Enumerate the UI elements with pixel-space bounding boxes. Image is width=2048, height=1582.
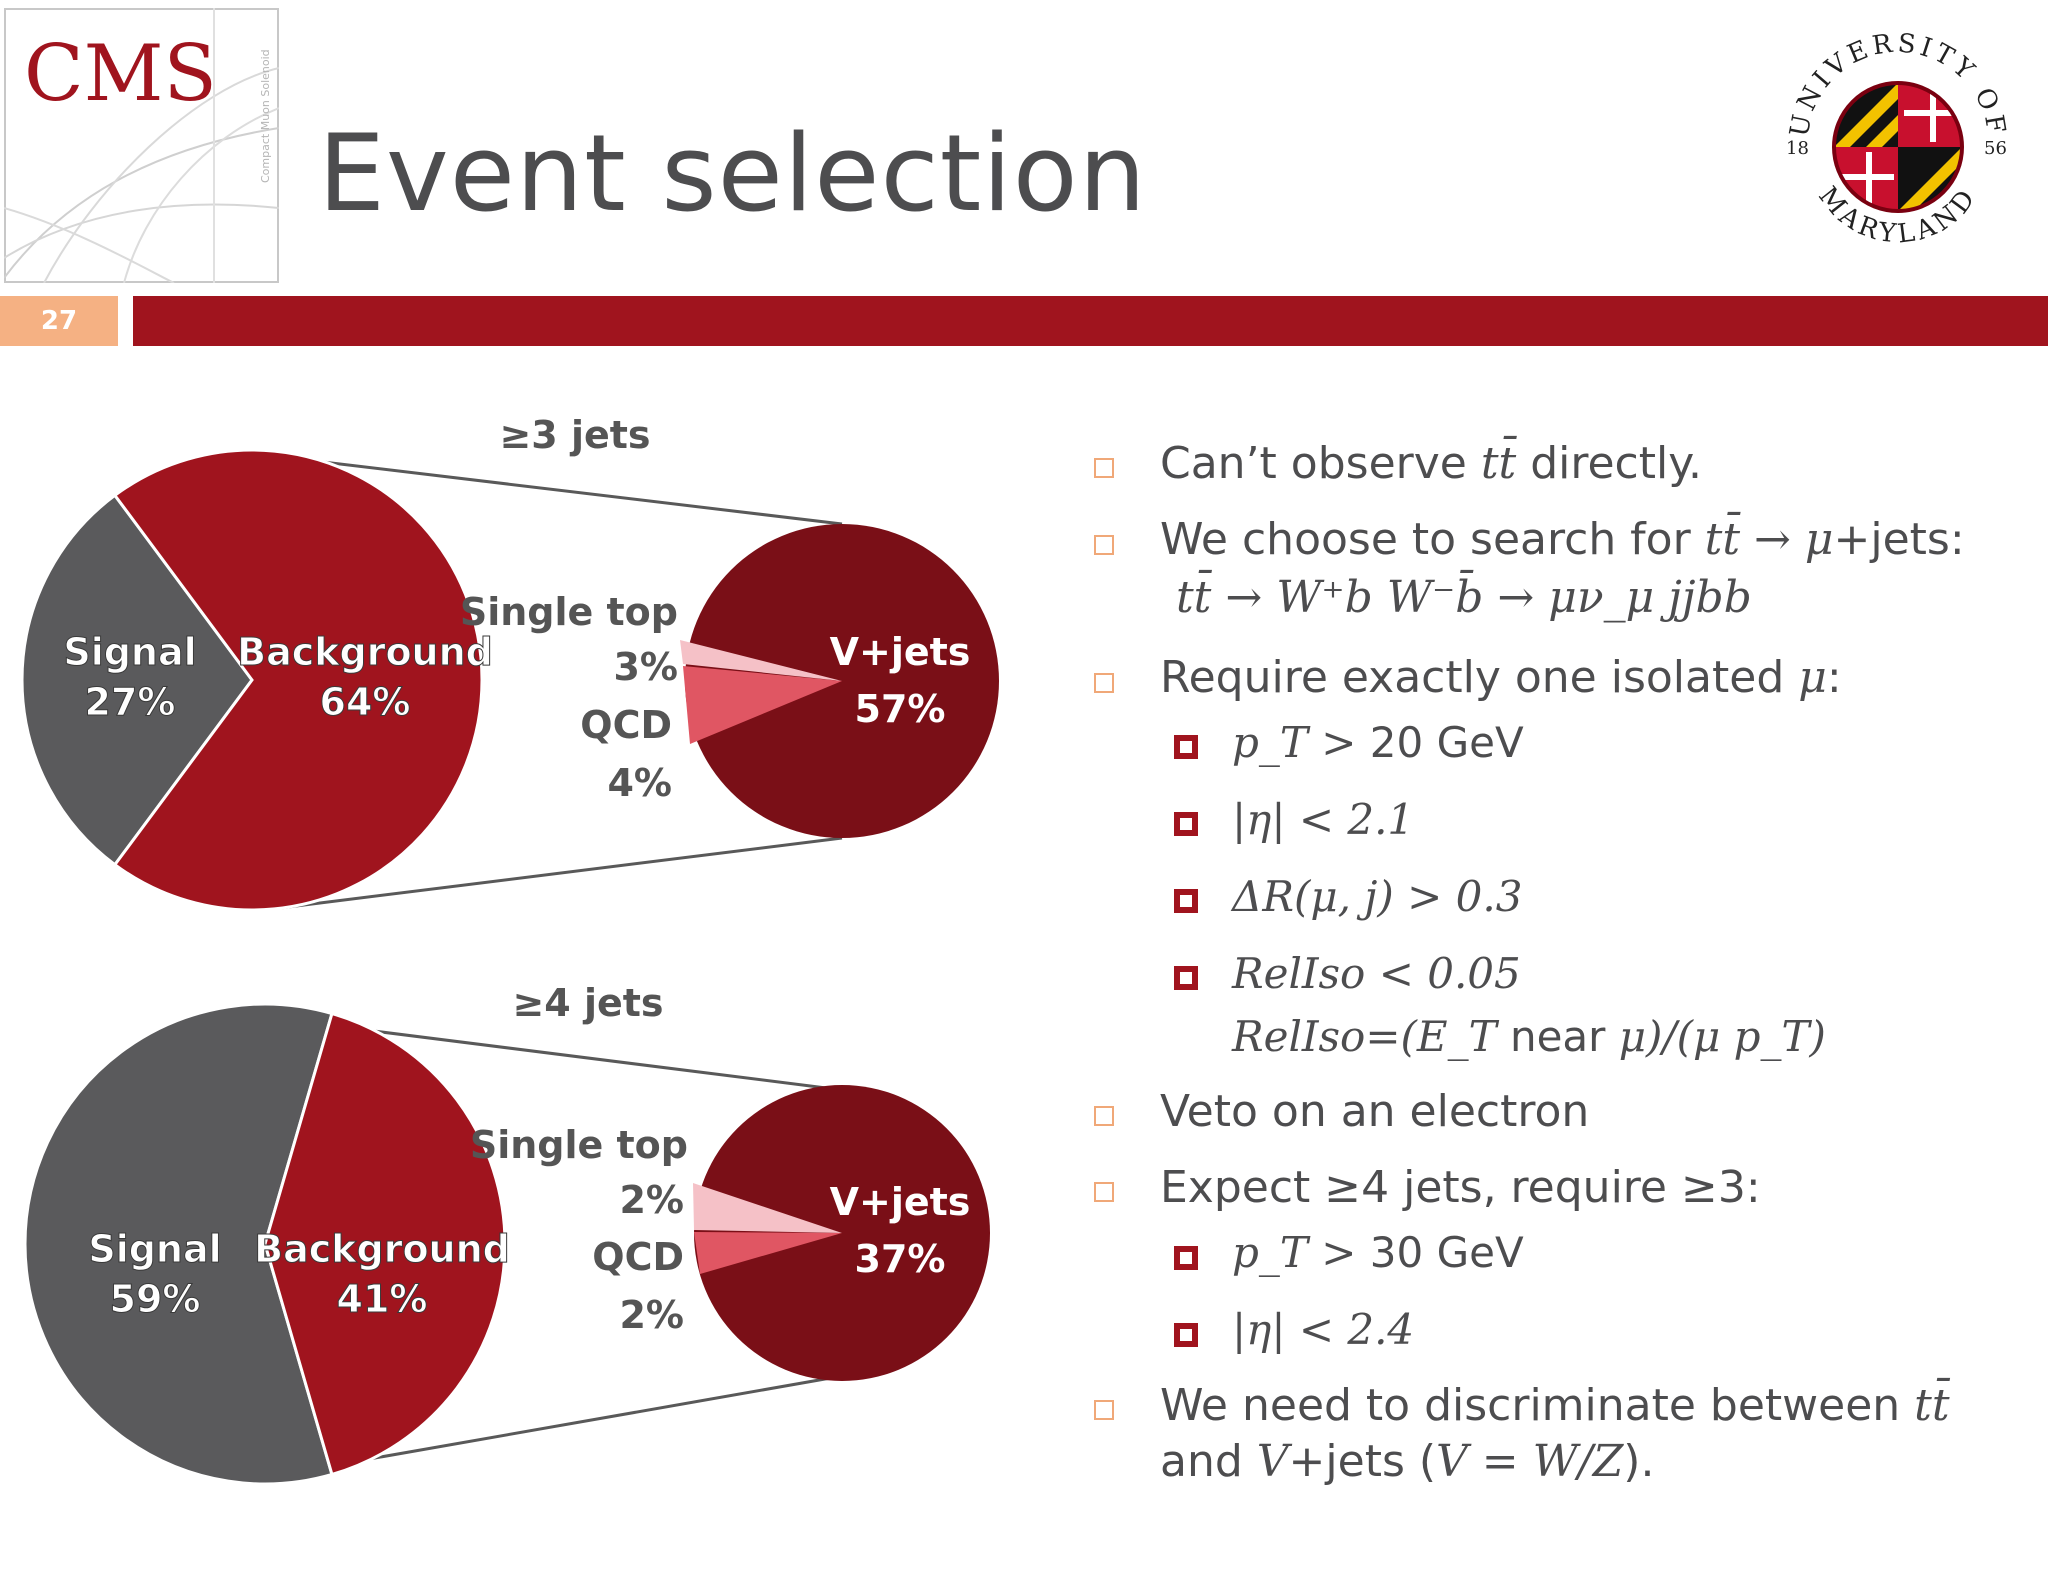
connector-line-top	[247, 451, 843, 526]
breakdown-value-label: 4%	[607, 761, 672, 805]
breakdown-label: QCD	[580, 703, 672, 747]
slice-background	[112, 448, 484, 912]
connector-line-top	[317, 1022, 843, 1092]
bullet-2-line-2: tt̄ → W⁺b W⁻b̄ → μν_μ jjbb	[1176, 572, 1752, 623]
slice-signal	[20, 493, 254, 867]
breakdown-value-label: 2%	[619, 1293, 684, 1337]
reliso-definition: RelIso=(E_T near μ)/(μ p_T)	[1232, 1012, 1826, 1061]
cms-logo: CMS Compact Muon Solenoid	[3, 8, 280, 284]
umd-year-left: 18	[1786, 138, 1809, 159]
umd-logo: UNIVERSITY OF MARYLAND 18 56	[1780, 24, 2010, 264]
page-title: Event selection	[318, 112, 1147, 235]
slice-value-label: 59%	[110, 1277, 201, 1321]
cms-logo-text: CMS	[24, 29, 217, 119]
slice-background	[263, 1011, 507, 1477]
breakdown-slice-single-top	[693, 1183, 842, 1233]
breakdown-value-label: 2%	[619, 1178, 684, 1222]
slice-label: Background	[254, 1227, 510, 1271]
chart-3-jets: ≥3 jets Signal 27% Background 64% Single…	[20, 413, 999, 912]
sub-bullet-marker-icon	[1174, 889, 1198, 913]
sub-bullet-eta: |η| < 2.1	[1232, 795, 1415, 844]
breakdown-slice-single-top	[680, 640, 842, 681]
sub-bullet-pt: p_T > 20 GeV	[1232, 718, 1524, 767]
breakdown-label: QCD	[592, 1235, 684, 1279]
breakdown-label: V+jets	[830, 1180, 971, 1224]
sub-bullet-marker-icon	[1174, 1323, 1198, 1347]
breakdown-value-label: 57%	[855, 687, 946, 731]
connector-line-bottom	[317, 1374, 843, 1470]
chart-title: ≥3 jets	[499, 413, 650, 457]
bullet-6-line-2: and V+jets (V = W/Z).	[1160, 1436, 1655, 1487]
sub-bullet-marker-icon	[1174, 966, 1198, 990]
sub-bullet-marker-icon	[1174, 1246, 1198, 1270]
sub-bullet-reliso: RelIso < 0.05	[1232, 949, 1521, 998]
bullet-1: Can’t observe tt̄ directly.	[1160, 438, 1702, 489]
slice-value-label: 41%	[337, 1277, 428, 1321]
bullet-marker-icon	[1094, 1182, 1114, 1202]
bullet-marker-icon	[1094, 1106, 1114, 1126]
bullet-marker-icon	[1094, 673, 1114, 693]
breakdown-value-label: 37%	[855, 1237, 946, 1281]
bullet-3: Require exactly one isolated μ:	[1160, 652, 1842, 703]
bullet-6: We need to discriminate between tt̄	[1160, 1380, 1950, 1431]
sub-bullet-pt-jets: p_T > 30 GeV	[1232, 1228, 1524, 1277]
pie-charts: ≥3 jets Signal 27% Background 64% Single…	[20, 413, 999, 1486]
slice-value-label: 64%	[320, 680, 411, 724]
header-accent-bar	[133, 296, 2048, 346]
sub-bullet-eta-jets: |η| < 2.4	[1232, 1305, 1415, 1354]
bullet-marker-icon	[1094, 535, 1114, 555]
chart-title: ≥4 jets	[512, 981, 663, 1025]
slide-number: 27	[0, 296, 118, 346]
breakdown-slice-qcd	[683, 666, 842, 744]
breakdown-label: Single top	[460, 590, 678, 634]
sub-bullet-marker-icon	[1174, 812, 1198, 836]
slice-signal	[23, 1002, 334, 1486]
breakdown-slice-qcd	[694, 1232, 842, 1274]
slice-label: Background	[237, 630, 493, 674]
connector-line-bottom	[279, 836, 843, 910]
slice-value-label: 27%	[85, 680, 176, 724]
cms-logo-subtext: Compact Muon Solenoid	[259, 49, 272, 183]
bullet-2: We choose to search for tt̄ → μ+jets:	[1160, 514, 1965, 565]
bullet-marker-icon	[1094, 1400, 1114, 1420]
breakdown-label: V+jets	[830, 630, 971, 674]
chart-4-jets: ≥4 jets Signal 59% Background 41% Single…	[23, 981, 990, 1486]
breakdown-label: Single top	[470, 1123, 688, 1167]
breakdown-value-label: 3%	[613, 645, 678, 689]
sub-bullet-marker-icon	[1174, 735, 1198, 759]
bullet-5: Expect ≥4 jets, require ≥3:	[1160, 1162, 1761, 1213]
slice-label: Signal	[63, 630, 196, 674]
slice-label: Signal	[88, 1227, 221, 1271]
umd-year-right: 56	[1984, 138, 2007, 159]
bullet-marker-icon	[1094, 458, 1114, 478]
bullet-4: Veto on an electron	[1160, 1086, 1590, 1137]
sub-bullet-deltar: ΔR(μ, j) > 0.3	[1232, 872, 1523, 921]
